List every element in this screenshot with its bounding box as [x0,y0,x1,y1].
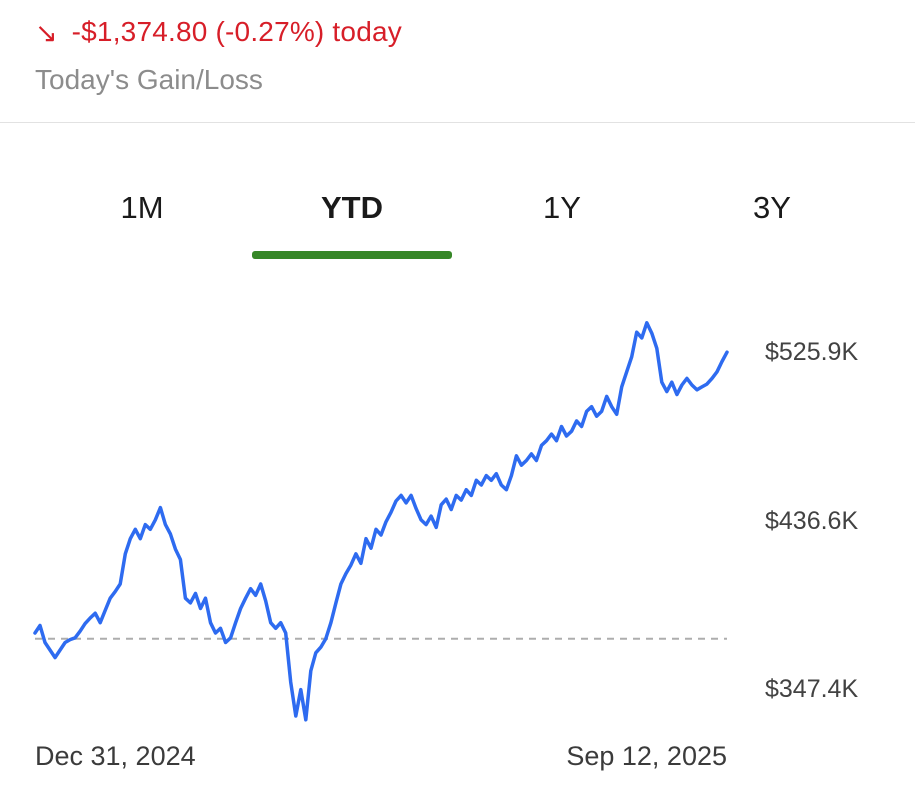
y-tick-bottom: $347.4K [765,675,859,704]
active-tab-indicator [462,251,662,259]
tab-ytd-label: YTD [321,190,383,225]
active-tab-indicator [42,251,242,259]
gain-loss-header: ↘ -$1,374.80 (-0.27%) today Today's Gain… [0,0,915,96]
price-chart-svg[interactable] [33,303,729,733]
tab-3y-label: 3Y [753,190,791,225]
price-line [33,321,729,722]
price-chart[interactable] [33,303,729,733]
x-axis-start-label: Dec 31, 2024 [35,741,196,772]
gain-loss-value: -$1,374.80 (-0.27%) today [71,16,402,47]
y-axis-labels: $525.9K $436.6K $347.4K [765,303,915,733]
divider [0,122,915,123]
tab-3y[interactable]: 3Y [672,189,872,259]
x-axis-end-label: Sep 12, 2025 [566,741,727,772]
tab-1m[interactable]: 1M [42,189,242,259]
active-tab-indicator [252,251,452,260]
down-right-arrow-icon: ↘ [35,17,58,48]
tab-1y[interactable]: 1Y [462,189,662,259]
y-tick-top: $525.9K [765,338,859,367]
tab-1m-label: 1M [120,190,164,225]
tab-1y-label: 1Y [543,190,581,225]
tab-ytd[interactable]: YTD [252,189,452,260]
chart-region: $525.9K $436.6K $347.4K [33,303,915,733]
gain-loss-row: ↘ -$1,374.80 (-0.27%) today [35,16,915,48]
x-axis-labels: Dec 31, 2024 Sep 12, 2025 [35,741,727,772]
gain-loss-label: Today's Gain/Loss [35,64,263,95]
timeframe-tabs: 1M YTD 1Y 3Y [0,189,915,260]
y-tick-middle: $436.6K [765,506,859,535]
active-tab-indicator [672,251,872,259]
